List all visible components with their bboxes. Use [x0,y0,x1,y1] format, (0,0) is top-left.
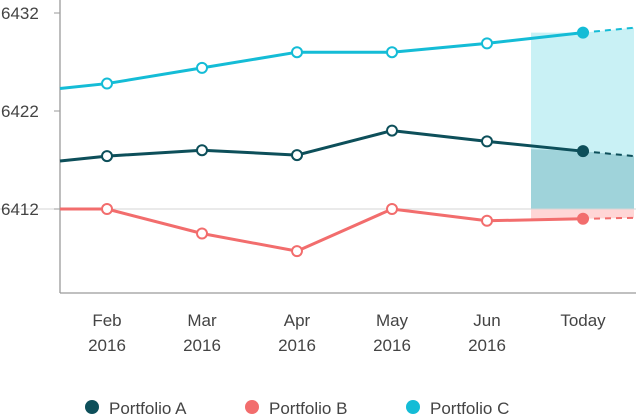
x-tick-label-year: 2016 [88,336,126,355]
legend-marker-portfolio-b [245,400,259,414]
projection-line-portfolio-c [582,26,635,34]
projection-line-portfolio-b [582,216,635,220]
data-point-portfolio-a [481,135,493,148]
x-tick-label: Apr [284,311,311,330]
projection-line-portfolio-a [582,150,635,158]
legend: Portfolio A Portfolio B Portfolio C [85,399,509,418]
series-line-portfolio-a [59,129,584,163]
band-portfolio-a [531,149,634,209]
legend-label-portfolio-a: Portfolio A [109,399,187,418]
x-tick-label-year: 2016 [468,336,506,355]
legend-marker-portfolio-c [406,400,420,414]
x-tick-label: Today [560,311,606,330]
highlight-bands [531,27,634,220]
y-tick-label: 6432 [1,4,39,23]
legend-marker-portfolio-a [85,400,99,414]
series-points [101,26,589,258]
data-point-portfolio-a [196,144,208,157]
data-point-portfolio-c [101,77,113,90]
x-tick-label-year: 2016 [183,336,221,355]
series-line-portfolio-c [59,31,584,90]
data-point-portfolio-c [386,46,398,59]
data-point-portfolio-c [577,26,589,39]
data-point-portfolio-b [577,212,589,225]
data-point-portfolio-c [196,61,208,74]
data-point-portfolio-b [386,203,398,215]
y-tick-label: 6422 [1,102,39,121]
data-point-portfolio-a [386,124,398,137]
x-tick-label: Mar [187,311,217,330]
x-tick-labels: Feb 2016 Mar 2016 Apr 2016 May 2016 Jun 2016 Today [88,311,606,355]
data-point-portfolio-b [291,245,303,258]
legend-label-portfolio-c: Portfolio C [430,399,509,418]
data-point-portfolio-a [577,145,589,158]
x-tick-label-year: 2016 [278,336,316,355]
band-portfolio-c [531,27,634,157]
data-point-portfolio-b [196,227,208,240]
x-tick-label-year: 2016 [373,336,411,355]
y-tick-label: 6412 [1,200,39,219]
data-point-portfolio-a [291,149,303,162]
series-line-portfolio-b [60,207,584,253]
y-tick-labels: 6432 6422 6412 [1,4,39,219]
data-point-portfolio-c [481,37,493,50]
axes [54,0,636,294]
data-point-portfolio-a [101,150,113,163]
legend-label-portfolio-b: Portfolio B [269,399,347,418]
x-tick-label: May [376,311,409,330]
data-point-portfolio-b [101,203,113,215]
data-point-portfolio-b [481,214,493,227]
x-tick-label: Jun [473,311,500,330]
x-tick-label: Feb [92,311,121,330]
data-point-portfolio-c [291,46,303,59]
